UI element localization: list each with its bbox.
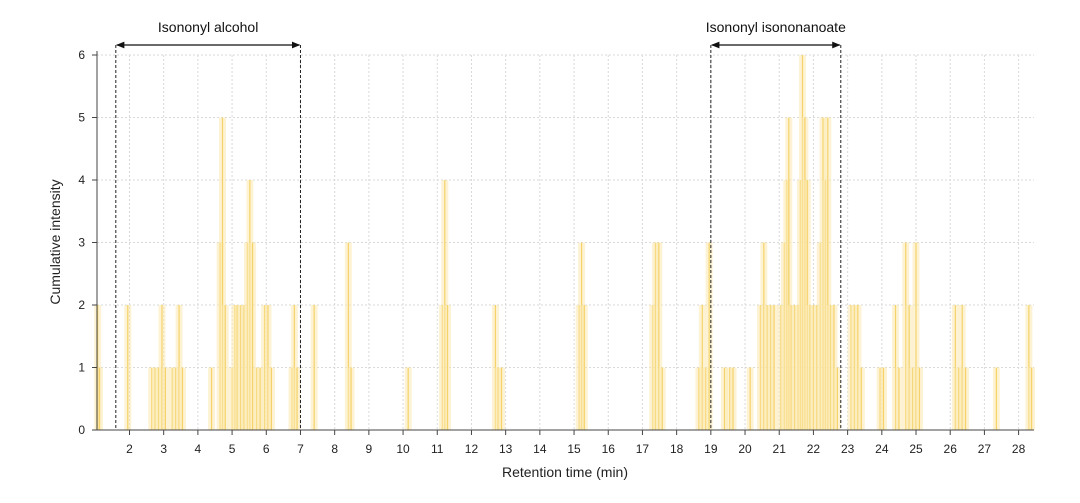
x-tick-label: 10 [396, 442, 410, 456]
x-tick-label: 19 [704, 442, 718, 456]
x-tick-label: 26 [944, 442, 958, 456]
x-tick-label: 13 [499, 442, 513, 456]
region-label: Isononyl alcohol [158, 19, 258, 35]
bars-layer [94, 55, 1036, 430]
x-tick-label: 7 [297, 442, 304, 456]
x-tick-label: 15 [567, 442, 581, 456]
x-tick-label: 23 [841, 442, 855, 456]
x-tick-label: 9 [366, 442, 373, 456]
x-tick-label: 24 [875, 442, 889, 456]
x-tick-label: 20 [738, 442, 752, 456]
x-tick-label: 12 [465, 442, 479, 456]
x-tick-label: 27 [978, 442, 992, 456]
y-tick-label: 2 [78, 298, 85, 312]
x-axis-label: Retention time (min) [502, 464, 628, 480]
y-tick-label: 0 [78, 423, 85, 437]
regions-layer: Isononyl alcohol Isononyl isononanoate [115, 19, 846, 430]
x-tick-label: 14 [533, 442, 547, 456]
x-tick-label: 25 [909, 442, 923, 456]
x-tick-label: 18 [670, 442, 684, 456]
y-tick-label: 6 [78, 48, 85, 62]
x-tick-label: 6 [263, 442, 270, 456]
x-tick-label: 4 [195, 442, 202, 456]
x-tick-label: 5 [229, 442, 236, 456]
region-label: Isononyl isononanoate [706, 19, 846, 35]
x-tick-label: 22 [807, 442, 821, 456]
x-tick-label: 3 [160, 442, 167, 456]
x-tick-label: 16 [602, 442, 616, 456]
x-tick-label: 8 [331, 442, 338, 456]
y-tick-label: 5 [78, 111, 85, 125]
x-tick-label: 11 [431, 442, 444, 456]
x-tick-label: 17 [636, 442, 650, 456]
y-tick-label: 3 [78, 236, 85, 250]
x-tick-label: 2 [126, 442, 133, 456]
y-tick-label: 1 [78, 361, 85, 375]
y-axis-label: Cumulative intensity [47, 179, 63, 304]
x-tick-label: 28 [1012, 442, 1026, 456]
x-tick-label: 21 [773, 442, 787, 456]
y-tick-label: 4 [78, 173, 85, 187]
